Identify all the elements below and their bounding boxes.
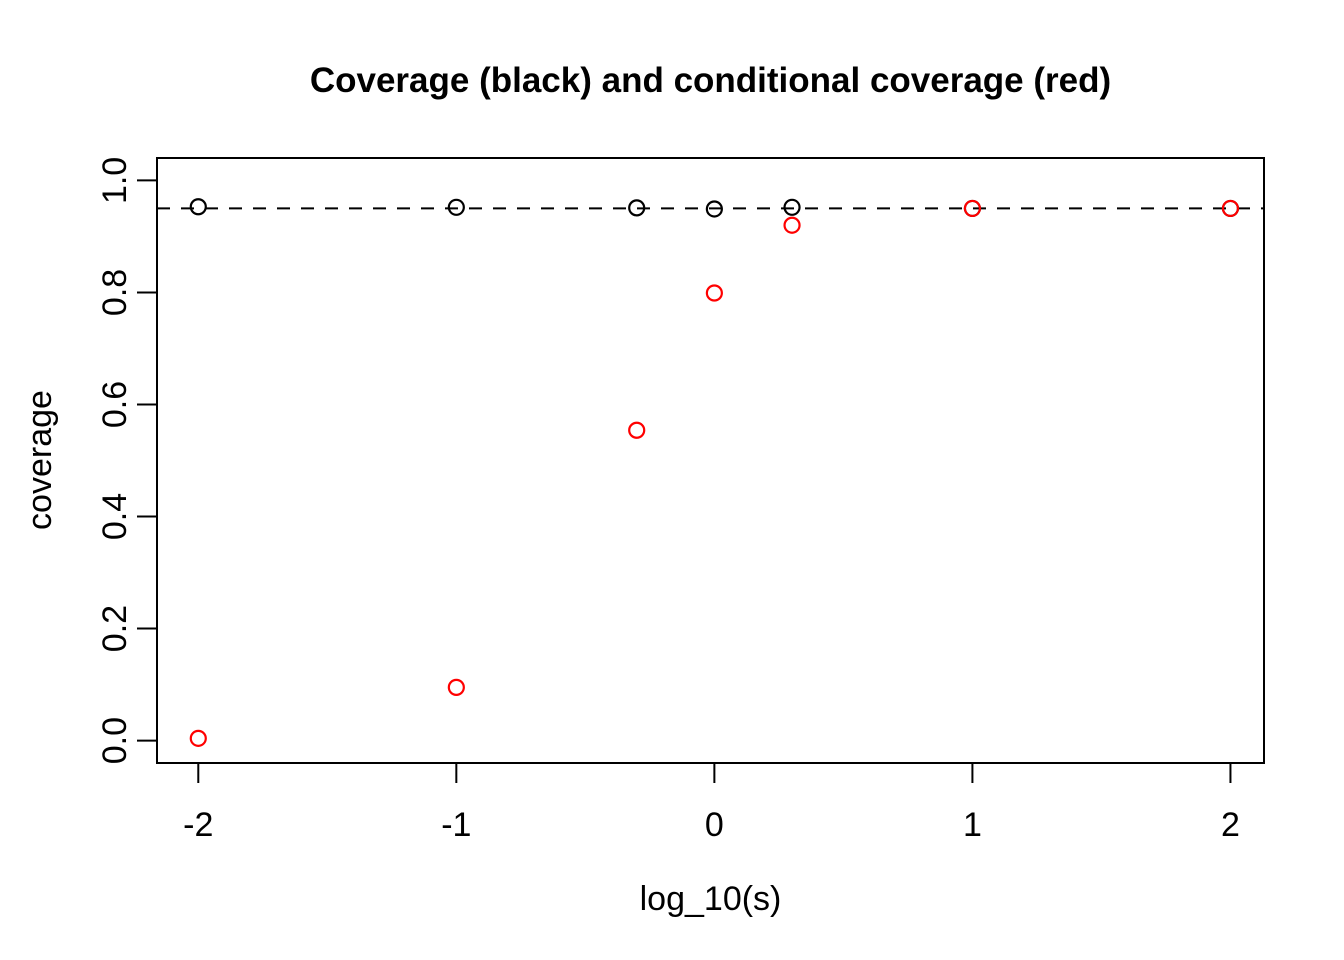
- data-point-black: [705, 200, 723, 218]
- y-tick-label: 0.2: [96, 605, 134, 652]
- data-point-red: [189, 729, 207, 747]
- chart-title: Coverage (black) and conditional coverag…: [309, 61, 1112, 100]
- plot-border: [156, 157, 1265, 764]
- x-tick-label: 2: [1221, 806, 1240, 844]
- data-point-black: [628, 199, 646, 217]
- y-tick-label: 0.0: [96, 717, 134, 764]
- x-tick-label: 0: [705, 806, 724, 844]
- x-tick-label: 1: [963, 806, 982, 844]
- data-point-red: [447, 678, 465, 696]
- data-point-red: [963, 199, 982, 218]
- data-point-black: [447, 198, 465, 216]
- data-point-red: [705, 284, 723, 302]
- data-point-red: [1221, 199, 1240, 218]
- y-tick-label: 0.4: [96, 493, 134, 540]
- x-tick-label: -2: [183, 806, 213, 844]
- y-tick-label: 1.0: [96, 157, 134, 204]
- data-point-red: [783, 216, 801, 234]
- x-tick-label: -1: [441, 806, 471, 844]
- y-tick-label: 0.6: [96, 381, 134, 428]
- data-point-black: [189, 198, 207, 216]
- y-tick-label: 0.8: [96, 269, 134, 316]
- data-point-red: [628, 421, 646, 439]
- x-axis-label: log_10(s): [639, 880, 782, 918]
- y-axis-label: coverage: [21, 390, 59, 530]
- data-point-black: [783, 198, 801, 216]
